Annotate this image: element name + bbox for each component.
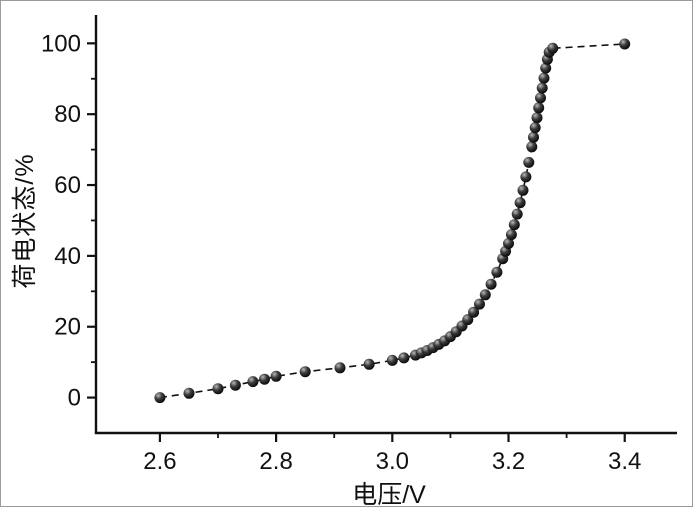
data-point-marker xyxy=(520,171,532,183)
data-point-marker xyxy=(462,314,474,326)
data-point-marker xyxy=(270,370,282,382)
data-point-marker xyxy=(299,366,311,378)
data-point-marker xyxy=(183,387,195,399)
data-point-marker xyxy=(398,352,410,364)
data-point-marker xyxy=(535,92,546,104)
data-point-marker xyxy=(505,229,517,241)
x-tick-label: 3.0 xyxy=(376,448,409,475)
data-point-marker xyxy=(229,379,241,391)
x-axis-title: 电压/V xyxy=(352,481,426,507)
data-point-marker xyxy=(547,42,559,54)
data-point-marker xyxy=(536,82,548,94)
data-point-marker xyxy=(508,219,520,231)
data-point-marker xyxy=(474,298,485,310)
data-point-marker xyxy=(538,72,550,84)
x-tick-label: 2.6 xyxy=(143,448,176,475)
data-point-marker xyxy=(503,238,514,249)
x-tick-label: 2.8 xyxy=(259,448,292,475)
y-tick-label: 100 xyxy=(41,30,81,57)
data-point-marker xyxy=(540,62,552,74)
y-axis-title: 荷电状态/% xyxy=(11,153,39,289)
data-point-marker xyxy=(479,289,491,301)
data-point-marker xyxy=(386,354,398,366)
data-point-marker xyxy=(529,122,541,134)
series-line xyxy=(159,43,625,399)
data-point-marker xyxy=(517,184,529,196)
data-point-marker xyxy=(491,266,503,278)
data-point-marker xyxy=(533,102,545,114)
y-tick-label: 0 xyxy=(68,385,81,412)
data-point-marker xyxy=(259,373,270,385)
x-tick-label: 3.2 xyxy=(492,448,525,475)
data-point-marker xyxy=(531,112,543,124)
data-point-marker xyxy=(212,383,224,395)
y-tick-label: 80 xyxy=(54,101,81,128)
data-point-marker xyxy=(619,38,631,50)
data-point-marker xyxy=(468,306,480,318)
data-point-marker xyxy=(334,362,346,374)
data-point-marker xyxy=(526,141,538,153)
y-tick-label: 40 xyxy=(54,243,81,270)
data-point-marker xyxy=(485,278,497,290)
data-point-marker xyxy=(247,376,259,388)
data-point-marker xyxy=(363,358,375,370)
x-tick-label: 3.4 xyxy=(608,448,641,475)
data-point-marker xyxy=(523,156,535,168)
data-point-marker xyxy=(511,208,523,220)
data-point-marker xyxy=(514,197,526,209)
data-point-marker xyxy=(528,131,539,143)
data-point-marker xyxy=(154,392,166,404)
y-tick-label: 20 xyxy=(54,314,81,341)
y-tick-label: 60 xyxy=(54,172,81,199)
